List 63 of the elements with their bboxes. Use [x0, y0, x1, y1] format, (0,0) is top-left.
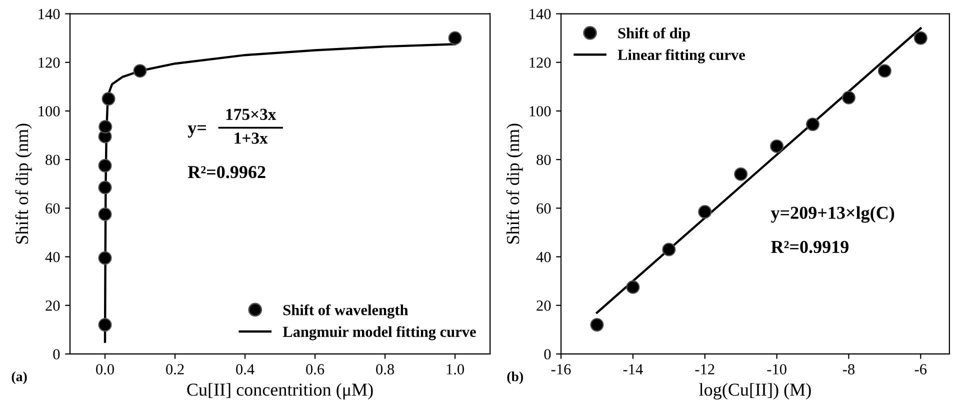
- y-tick-label: 0: [53, 349, 60, 360]
- point: [98, 251, 112, 265]
- y-tick-label: 40: [536, 252, 551, 262]
- annotation: 1+3x: [234, 132, 268, 144]
- annotation: R²=0.9919: [771, 240, 848, 254]
- legend-label: Shift of dip: [618, 28, 690, 42]
- point: [133, 64, 147, 78]
- y-tick-label: 60: [46, 203, 60, 214]
- point: [98, 207, 112, 222]
- x-axis-title: log(Cu[II]) (M): [699, 383, 811, 400]
- text: (b): [507, 371, 524, 384]
- x-tick-label: -16: [551, 364, 571, 374]
- x-tick-label: 0.6: [306, 364, 324, 375]
- y-tick-label: 120: [530, 58, 551, 68]
- point: [98, 120, 112, 134]
- annotation: 175×3x: [226, 108, 276, 120]
- legend-label: Linear fitting curve: [618, 49, 746, 64]
- point: [878, 64, 892, 78]
- x-tick-label: 0.4: [236, 364, 254, 375]
- x-tick-label: -12: [695, 364, 714, 374]
- legend-label: Shift of wavelength: [283, 304, 408, 318]
- x-tick-label: 1.0: [446, 364, 464, 375]
- y-tick-label: 40: [45, 252, 60, 262]
- x-axis-title: Cu[II] concentrition (μM): [187, 383, 373, 400]
- annotation: y=209+13×lg(C): [770, 206, 894, 223]
- point: [98, 180, 112, 194]
- y-tick-label: 80: [46, 154, 60, 166]
- point: [626, 280, 640, 294]
- point: [698, 205, 712, 219]
- point: [734, 167, 748, 181]
- x-tick-label: -10: [767, 364, 786, 374]
- point: [770, 139, 784, 153]
- point: [806, 118, 820, 132]
- y-tick-label: 20: [46, 300, 60, 311]
- y-tick-label: 100: [530, 106, 551, 116]
- annotation: R²=0.9962: [188, 166, 266, 178]
- y-tick-label: 140: [38, 8, 60, 20]
- y-tick-label: 140: [530, 8, 551, 20]
- x-tick-label: -8: [842, 364, 854, 374]
- point: [590, 318, 604, 332]
- point: [914, 31, 928, 45]
- point: [98, 318, 112, 332]
- x-tick-label: 0.2: [166, 364, 184, 375]
- point: [102, 92, 116, 106]
- y-axis-title: Shift of dip (nm): [506, 124, 523, 244]
- y-tick-label: 100: [38, 106, 60, 116]
- x-tick-label: 0.0: [96, 364, 114, 375]
- y-tick-label: 120: [38, 58, 60, 68]
- y-tick-label: 20: [536, 300, 551, 311]
- y-tick-label: 0: [544, 349, 551, 360]
- x-tick-label: -6: [914, 364, 927, 374]
- y-axis-title: Shift of dip (nm): [15, 124, 32, 244]
- x-tick-label: 0.8: [376, 364, 394, 375]
- x-tick-label: -14: [623, 364, 643, 374]
- text: (a): [12, 371, 27, 384]
- legend-label: Langmuir model fitting curve: [282, 326, 476, 340]
- y-tick-label: 60: [536, 203, 551, 214]
- y-tick-label: 80: [536, 154, 551, 166]
- point: [662, 242, 676, 256]
- point: [448, 31, 462, 45]
- annotation: y=: [188, 125, 206, 138]
- point: [842, 90, 856, 104]
- point: [98, 158, 112, 172]
